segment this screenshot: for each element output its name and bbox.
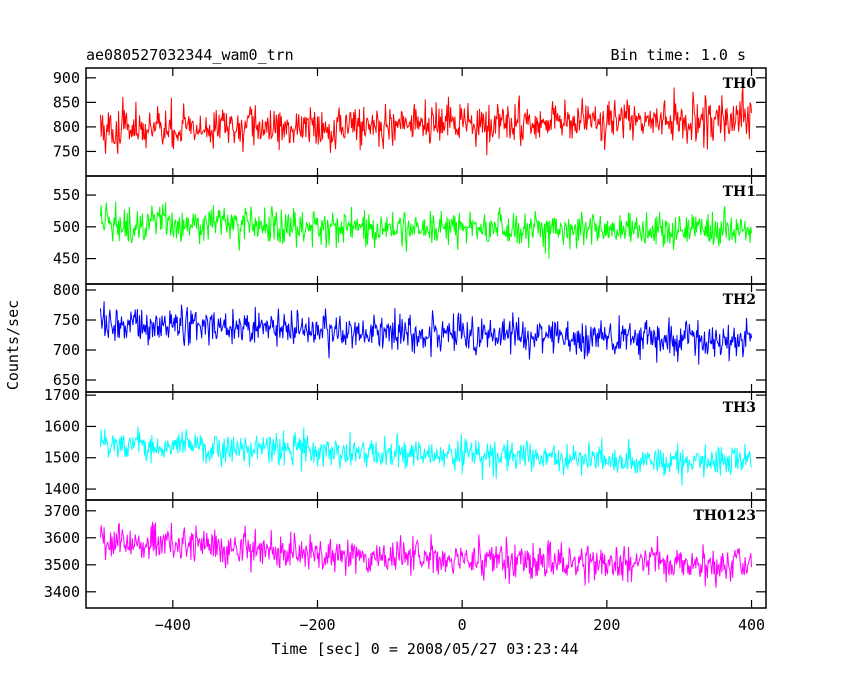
panel-th0: 750 800 850 900 TH0: [53, 67, 767, 177]
y-tick-label: 850: [53, 93, 80, 111]
series-label-th2: TH2: [723, 292, 756, 308]
x-axis-label: Time [sec] 0 = 2008/05/27 03:23:44: [271, 640, 578, 658]
y-tick-label: 450: [53, 250, 80, 268]
y-tick-label: 750: [53, 311, 80, 329]
series-line-th0: [99, 87, 753, 156]
y-axis-label: Counts/sec: [4, 300, 22, 390]
y-tick-label: 500: [53, 218, 80, 236]
panel-th1: 450 500 550 TH1: [53, 175, 767, 285]
x-tick-label: 200: [593, 616, 620, 634]
y-tick-label: 750: [53, 142, 80, 160]
y-tick-label: 650: [53, 371, 80, 389]
series-line-th2: [99, 301, 753, 365]
chart-subtitle: Bin time: 1.0 s: [611, 46, 746, 64]
y-tick-label: 3700: [44, 502, 80, 520]
y-tick-label: 3500: [44, 556, 80, 574]
panels: 750 800 850 900 TH0 450 500 550 TH1 650 700 750 800 T…: [44, 67, 767, 634]
y-tick-label: 1600: [44, 417, 80, 435]
series-label-th0: TH0: [723, 76, 757, 92]
panel-th0123: 3400 3500 3600 3700 TH0123 −400 −200 0 200 400: [44, 499, 767, 634]
y-tick-label: 900: [53, 69, 80, 87]
panel-th3: 1400 1500 1600 1700 TH3: [44, 386, 767, 501]
x-tick-label: −200: [299, 616, 335, 634]
x-tick-label: 0: [458, 616, 467, 634]
panel-frame: [85, 391, 767, 501]
series-label-th0123: TH0123: [693, 508, 756, 524]
y-tick-label: 1700: [44, 386, 80, 404]
y-tick-label: 550: [53, 186, 80, 204]
chart-title: ae080527032344_wam0_trn: [86, 46, 294, 64]
series-label-th1: TH1: [723, 184, 756, 200]
series-line-th3: [99, 426, 753, 486]
x-tick-label: 400: [738, 616, 765, 634]
series-label-th3: TH3: [723, 400, 756, 416]
panel-frame: [85, 499, 767, 609]
y-tick-label: 1500: [44, 449, 80, 467]
y-tick-label: 800: [53, 281, 80, 299]
series-line-th1: [99, 201, 753, 259]
x-tick-label: −400: [155, 616, 191, 634]
y-tick-label: 3400: [44, 583, 80, 601]
y-tick-label: 800: [53, 118, 80, 136]
y-tick-label: 1400: [44, 480, 80, 498]
y-tick-label: 700: [53, 341, 80, 359]
panel-th2: 650 700 750 800 TH2: [53, 281, 767, 393]
y-tick-label: 3600: [44, 529, 80, 547]
series-line-th0123: [99, 521, 753, 588]
